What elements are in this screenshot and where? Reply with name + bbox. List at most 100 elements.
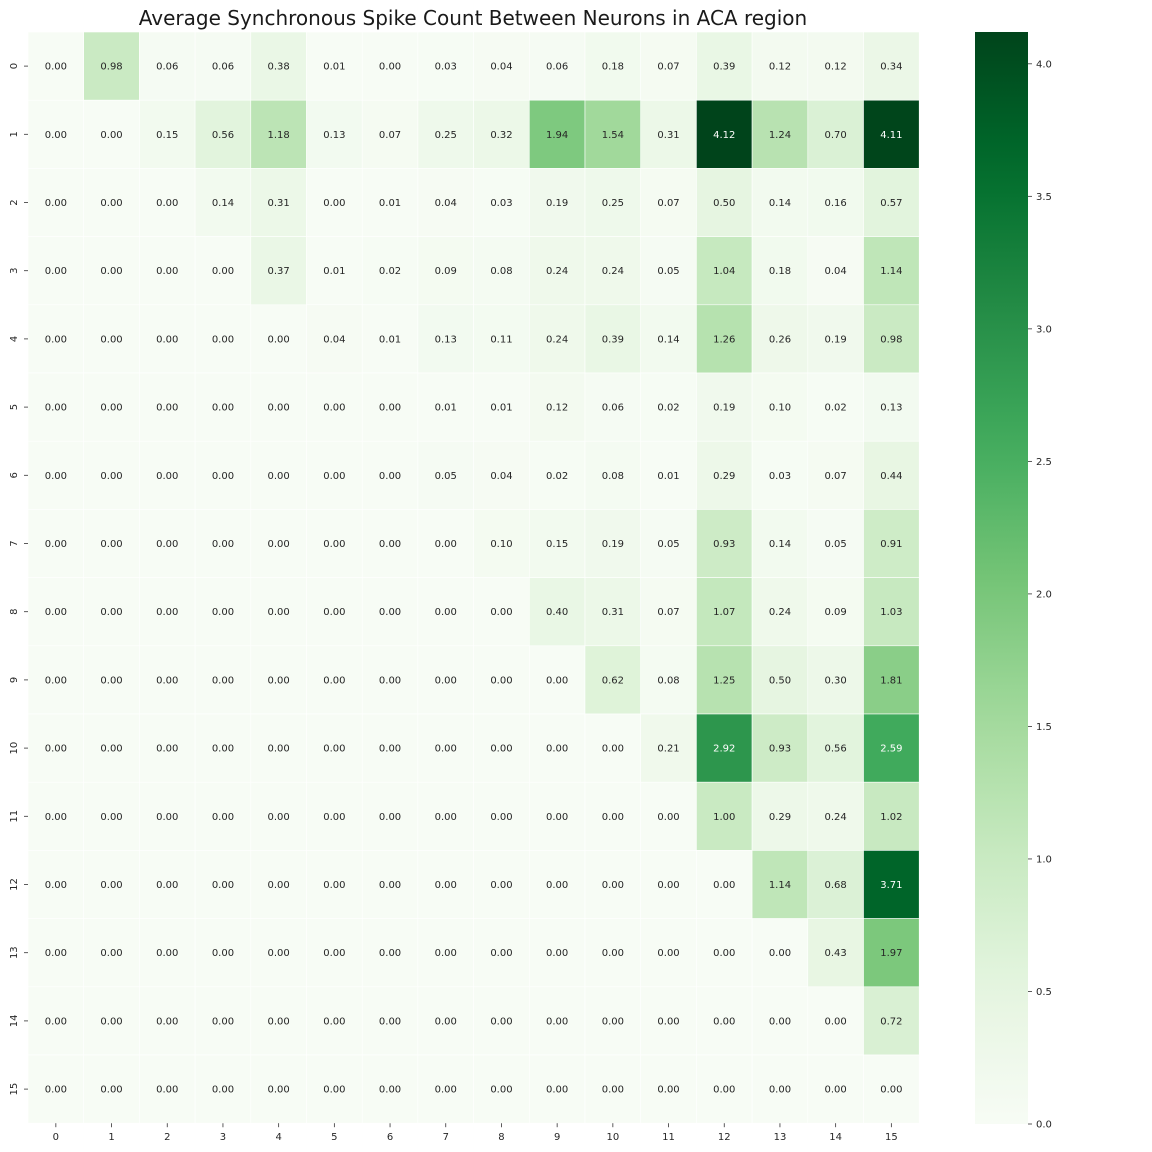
heatmap-cell-6-6 xyxy=(361,440,419,510)
heatmap-value-label-4-14: 0.19 xyxy=(825,334,847,345)
heatmap-cell-3-13 xyxy=(751,236,809,306)
y-tick-label-4: 4 xyxy=(9,336,20,342)
heatmap-value-label-15-2: 0.00 xyxy=(156,1085,178,1096)
heatmap-cell-12-7 xyxy=(417,850,474,919)
heatmap-value-label-0-0: 0.00 xyxy=(45,62,67,73)
x-tick-label-15: 15 xyxy=(885,1132,898,1143)
heatmap-value-label-9-15: 1.81 xyxy=(880,675,902,686)
heatmap-cell-1-6 xyxy=(361,99,419,169)
heatmap-value-label-2-9: 0.19 xyxy=(546,198,568,209)
heatmap-cell-10-11 xyxy=(640,713,697,783)
heatmap-value-label-10-4: 0.00 xyxy=(268,744,290,755)
heatmap-value-label-0-12: 0.39 xyxy=(713,62,735,73)
heatmap-cell-13-3 xyxy=(194,918,252,988)
heatmap-cell-4-11 xyxy=(640,304,697,374)
heatmap-value-label-8-5: 0.00 xyxy=(323,607,345,618)
heatmap-value-label-4-8: 0.11 xyxy=(490,334,512,345)
heatmap-cell-14-9 xyxy=(528,986,586,1056)
heatmap-value-label-5-12: 0.19 xyxy=(713,403,735,414)
heatmap-cell-8-7 xyxy=(417,577,474,647)
colorbar-tick-label-5: 2.5 xyxy=(1036,457,1052,468)
heatmap-value-label-12-13: 1.14 xyxy=(769,880,791,891)
heatmap-value-label-6-7: 0.05 xyxy=(435,471,457,482)
heatmap-cell-2-5 xyxy=(306,168,363,237)
heatmap-value-label-13-5: 0.00 xyxy=(323,948,345,959)
heatmap-value-label-2-3: 0.14 xyxy=(212,198,234,209)
heatmap-value-label-6-3: 0.00 xyxy=(212,471,234,482)
heatmap-value-label-7-12: 0.93 xyxy=(713,539,735,550)
heatmap-cell-12-6 xyxy=(361,850,419,919)
heatmap-cell-2-12 xyxy=(696,168,753,237)
heatmap-cell-7-3 xyxy=(194,509,252,578)
chart-title: Average Synchronous Spike Count Between … xyxy=(138,6,808,30)
heatmap-cell-2-10 xyxy=(584,168,642,237)
heatmap-value-label-10-11: 0.21 xyxy=(657,744,679,755)
heatmap-cell-11-4 xyxy=(250,781,307,851)
colorbar-tick-label-3: 1.5 xyxy=(1036,722,1052,733)
heatmap-value-label-0-15: 0.34 xyxy=(880,62,902,73)
heatmap-value-label-11-14: 0.24 xyxy=(825,812,847,823)
heatmap-cell-15-1 xyxy=(83,1054,140,1124)
heatmap-cell-3-9 xyxy=(528,236,586,306)
heatmap-value-label-9-2: 0.00 xyxy=(156,675,178,686)
heatmap-value-label-1-6: 0.07 xyxy=(379,130,401,141)
heatmap-cell-6-10 xyxy=(584,440,642,510)
heatmap-value-label-6-8: 0.04 xyxy=(490,471,512,482)
heatmap-value-label-1-1: 0.00 xyxy=(100,130,122,141)
heatmap-value-label-11-11: 0.00 xyxy=(657,812,679,823)
heatmap-cell-14-5 xyxy=(306,986,363,1056)
heatmap-cell-6-15 xyxy=(863,440,920,510)
heatmap-value-label-11-5: 0.00 xyxy=(323,812,345,823)
heatmap-value-label-8-13: 0.24 xyxy=(769,607,791,618)
heatmap-value-label-6-6: 0.00 xyxy=(379,471,401,482)
heatmap-cell-6-5 xyxy=(306,440,363,510)
heatmap-cell-5-8 xyxy=(473,372,530,442)
heatmap-value-label-7-0: 0.00 xyxy=(45,539,67,550)
heatmap-value-label-11-10: 0.00 xyxy=(602,812,624,823)
heatmap-value-label-2-8: 0.03 xyxy=(490,198,512,209)
heatmap-value-label-7-2: 0.00 xyxy=(156,539,178,550)
heatmap-cell-9-2 xyxy=(139,645,196,715)
x-tick-label-11: 11 xyxy=(662,1132,675,1143)
heatmap-value-label-13-11: 0.00 xyxy=(657,948,679,959)
heatmap-cell-9-12 xyxy=(696,645,753,715)
heatmap-value-label-10-1: 0.00 xyxy=(100,744,122,755)
heatmap-value-label-3-4: 0.37 xyxy=(268,266,290,277)
heatmap-value-label-10-10: 0.00 xyxy=(602,744,624,755)
heatmap-cell-10-15 xyxy=(863,713,920,783)
heatmap-value-label-0-5: 0.01 xyxy=(323,62,345,73)
heatmap-value-label-12-14: 0.68 xyxy=(825,880,847,891)
colorbar-tick-label-4: 2.0 xyxy=(1036,589,1052,600)
heatmap-cell-4-4 xyxy=(250,304,307,374)
heatmap-cell-12-2 xyxy=(139,850,196,919)
heatmap-cell-3-0 xyxy=(27,236,85,306)
heatmap-cell-5-9 xyxy=(528,372,586,442)
heatmap-value-label-14-2: 0.00 xyxy=(156,1016,178,1027)
heatmap-value-label-11-7: 0.00 xyxy=(435,812,457,823)
heatmap-value-label-4-13: 0.26 xyxy=(769,334,791,345)
heatmap-value-label-4-11: 0.14 xyxy=(657,334,679,345)
heatmap-cell-1-7 xyxy=(417,99,474,169)
heatmap-value-label-6-0: 0.00 xyxy=(45,471,67,482)
heatmap-cell-11-0 xyxy=(27,781,85,851)
heatmap-value-label-4-1: 0.00 xyxy=(100,334,122,345)
heatmap-value-label-3-7: 0.09 xyxy=(435,266,457,277)
heatmap-value-label-2-1: 0.00 xyxy=(100,198,122,209)
heatmap-value-label-15-3: 0.00 xyxy=(212,1085,234,1096)
heatmap-cell-6-4 xyxy=(250,440,307,510)
heatmap-cell-8-5 xyxy=(306,577,363,647)
x-tick-label-12: 12 xyxy=(718,1132,731,1143)
heatmap-value-label-1-11: 0.31 xyxy=(657,130,679,141)
heatmap-value-label-14-1: 0.00 xyxy=(100,1016,122,1027)
heatmap-value-label-11-4: 0.00 xyxy=(268,812,290,823)
heatmap-value-label-2-13: 0.14 xyxy=(769,198,791,209)
heatmap-cell-7-11 xyxy=(640,509,697,578)
heatmap-value-label-9-10: 0.62 xyxy=(602,675,624,686)
heatmap-value-label-0-11: 0.07 xyxy=(657,62,679,73)
heatmap-cell-9-6 xyxy=(361,645,419,715)
heatmap-value-label-7-9: 0.15 xyxy=(546,539,568,550)
heatmap-cell-10-3 xyxy=(194,713,252,783)
heatmap-value-label-10-13: 0.93 xyxy=(769,744,791,755)
heatmap-value-label-14-0: 0.00 xyxy=(45,1016,67,1027)
